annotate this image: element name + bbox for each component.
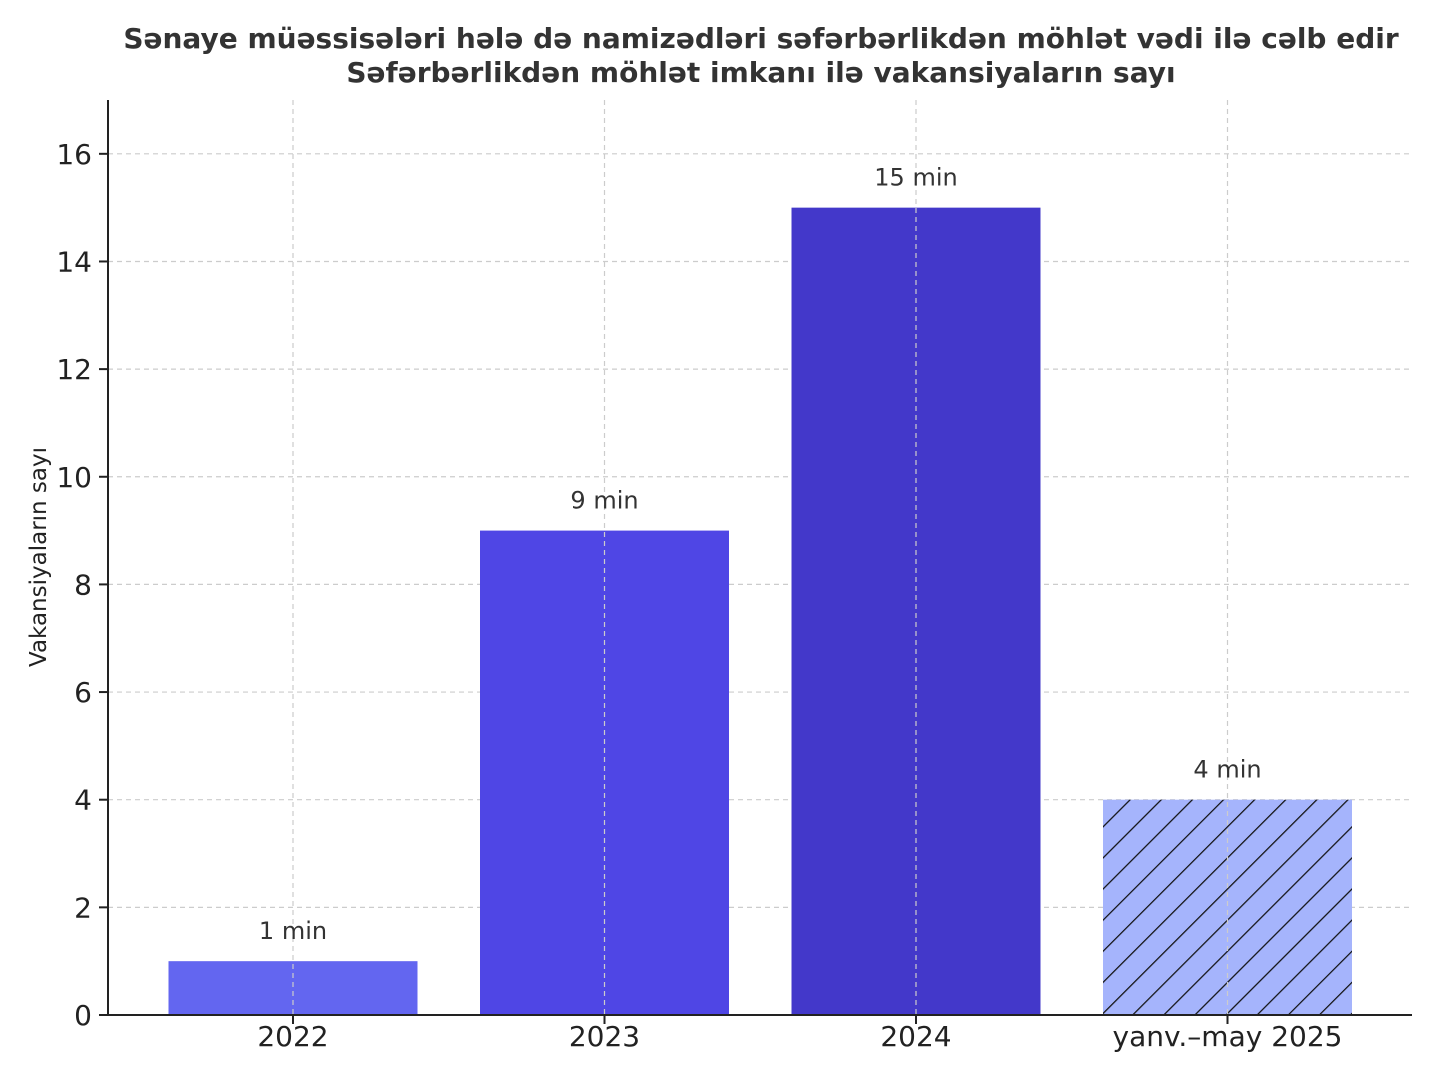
labels: 0 2 4 6 8 10 12 14 16 2022 1 min 2023 9 min 2024 15 mi… bbox=[56, 138, 1342, 1053]
bar-2 bbox=[480, 530, 729, 1015]
axes bbox=[99, 100, 1412, 1024]
bar-1 bbox=[168, 961, 418, 1015]
x-tick-label: 2024 bbox=[880, 1020, 951, 1053]
data-label: 9 min bbox=[570, 487, 638, 515]
x-tick-label: 2023 bbox=[569, 1020, 640, 1053]
bars bbox=[168, 100, 1352, 1015]
x-tick-label: 2022 bbox=[257, 1020, 328, 1053]
y-tick-label: 8 bbox=[74, 568, 92, 601]
bar-hatch-4 bbox=[1103, 799, 1352, 1015]
y-tick-label: 10 bbox=[56, 461, 92, 494]
chart-title: Sənaye müəssisələri hələ də namizədləri … bbox=[123, 22, 1399, 55]
y-tick-label: 14 bbox=[56, 245, 92, 278]
y-tick-label: 0 bbox=[74, 999, 92, 1032]
y-tick-label: 16 bbox=[56, 138, 92, 171]
y-tick-label: 12 bbox=[56, 353, 92, 386]
data-label: 15 min bbox=[874, 164, 957, 192]
data-label: 4 min bbox=[1193, 756, 1261, 784]
y-tick-label: 2 bbox=[74, 891, 92, 924]
x-tick-label: yanv.–may 2025 bbox=[1113, 1020, 1343, 1053]
data-label: 1 min bbox=[259, 917, 327, 945]
chart-subtitle: Səfərbərlikdən möhlət imkanı ilə vakansi… bbox=[346, 56, 1176, 89]
y-axis-label: Vakansiyaların sayı bbox=[26, 447, 52, 667]
bar-3 bbox=[791, 207, 1041, 1015]
y-tick-label: 4 bbox=[74, 784, 92, 817]
y-tick-label: 6 bbox=[74, 676, 92, 709]
